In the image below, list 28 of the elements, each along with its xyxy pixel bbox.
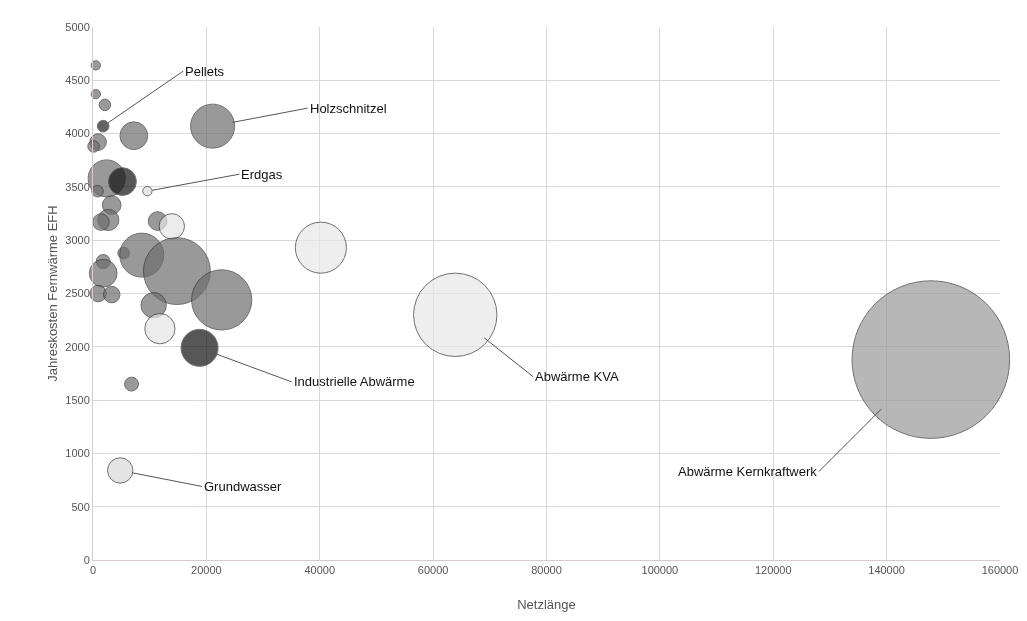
annotation: Erdgas — [241, 167, 283, 182]
annotation: Grundwasser — [204, 479, 282, 494]
y-tick-label: 2000 — [65, 340, 90, 353]
x-tick-label: 120000 — [754, 564, 792, 577]
annotation: Abwärme KVA — [535, 369, 619, 384]
y-tick-label: 5000 — [65, 20, 90, 33]
x-tick-label: 160000 — [981, 564, 1019, 577]
annotation: Pellets — [185, 64, 225, 79]
y-tick-label: 4500 — [65, 74, 90, 87]
x-tick-label: 60000 — [417, 564, 449, 577]
y-tick-label: 3000 — [65, 234, 90, 247]
y-tick-label: 2500 — [65, 287, 90, 300]
annotation: Holzschnitzel — [310, 101, 387, 116]
x-tick-label: 40000 — [304, 564, 336, 577]
x-tick-label: 20000 — [191, 564, 222, 577]
y-tick-label: 4000 — [65, 127, 90, 140]
x-tick-label: 140000 — [868, 564, 905, 577]
y-tick-label: 1500 — [65, 393, 90, 406]
y-tick-label: 0 — [83, 553, 90, 566]
y-tick-label: 3500 — [65, 180, 90, 193]
x-tick-label: 100000 — [641, 564, 679, 577]
annotation: Abwärme Kernkraftwerk — [678, 464, 818, 479]
x-axis-title: Netzlänge — [517, 597, 576, 612]
y-axis-title: Jahreskosten Fernwärme EFH — [45, 205, 60, 382]
y-tick-label: 500 — [71, 500, 90, 513]
annotation: Industrielle Abwärme — [294, 374, 415, 389]
y-tick-label: 1000 — [65, 447, 90, 460]
x-tick-label: 80000 — [531, 564, 562, 577]
